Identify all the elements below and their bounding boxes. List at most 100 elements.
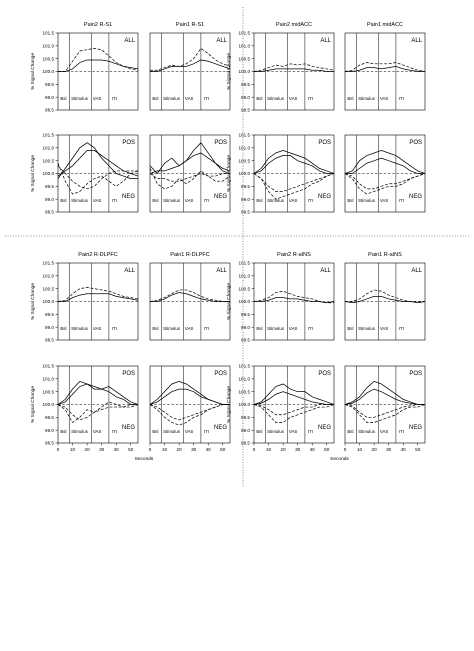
condition-label: POS <box>214 140 227 146</box>
series-line <box>253 383 335 405</box>
phase-label: Bsl <box>256 429 262 434</box>
y-tick-label: 100.0 <box>239 69 251 74</box>
y-tick-label: 100.5 <box>239 56 251 61</box>
phase-label: Bsl <box>60 429 66 434</box>
series-line <box>344 388 425 405</box>
panel-frame <box>344 32 426 111</box>
y-tick-label: 100.5 <box>239 389 251 394</box>
phase-label: Bsl <box>60 326 66 331</box>
phase-label: Stimulus <box>71 429 89 434</box>
panel-frame <box>344 262 426 341</box>
series-line <box>344 380 425 405</box>
series-line <box>253 150 335 174</box>
y-tick-label: 100.0 <box>43 69 55 74</box>
phase-label: VAS <box>289 198 298 203</box>
panel-frame <box>149 365 231 444</box>
condition-label: ALL <box>216 38 227 44</box>
y-tick-label: 100.0 <box>43 299 55 304</box>
x-tick-label: 0 <box>57 447 60 452</box>
condition-label: NEG <box>214 194 227 200</box>
y-tick-label: 99.0 <box>45 325 54 330</box>
y-tick-label: 99.5 <box>241 415 250 420</box>
y-tick-label: 101.5 <box>239 261 251 266</box>
condition-label: ALL <box>411 268 422 274</box>
phase-label: Bsl <box>152 326 158 331</box>
phase-label: ITI <box>308 326 313 331</box>
y-axis-label: % Signal Change <box>226 386 232 423</box>
series-line <box>58 293 139 302</box>
series-line <box>57 287 139 302</box>
phase-label: ITI <box>204 198 209 203</box>
panel-title: Pain1 midACC <box>367 22 403 28</box>
phase-label: Stimulus <box>358 96 376 101</box>
phase-label: Stimulus <box>267 96 285 101</box>
y-tick-label: 98.5 <box>241 108 250 113</box>
y-tick-label: 101.0 <box>239 43 251 48</box>
y-tick-label: 100.0 <box>43 402 55 407</box>
phase-label: Bsl <box>256 198 262 203</box>
panel-frame <box>149 134 231 213</box>
phase-label: VAS <box>380 326 389 331</box>
y-axis-label: % Signal Change <box>226 283 232 320</box>
series-line <box>149 388 230 405</box>
x-tick-label: 0 <box>253 447 256 452</box>
phase-label: VAS <box>289 429 298 434</box>
phase-label: VAS <box>380 429 389 434</box>
series-line <box>344 173 426 195</box>
x-tick-label: 10 <box>162 447 168 452</box>
y-tick-label: 101.0 <box>43 145 55 150</box>
phase-label: Stimulus <box>71 326 89 331</box>
x-tick-label: 40 <box>206 447 212 452</box>
series-line <box>57 380 139 405</box>
phase-label: Bsl <box>60 96 66 101</box>
x-tick-label: 10 <box>266 447 272 452</box>
series-line <box>57 142 138 180</box>
phase-label: ITI <box>112 326 117 331</box>
x-tick-label: 10 <box>70 447 76 452</box>
y-tick-label: 99.5 <box>241 184 250 189</box>
condition-label: POS <box>122 371 135 377</box>
x-tick-label: 20 <box>372 447 378 452</box>
phase-label: Stimulus <box>163 96 181 101</box>
series-line <box>149 404 230 421</box>
x-tick-label: 0 <box>149 447 152 452</box>
series-line <box>150 59 231 72</box>
x-axis-label: Seconds <box>135 456 154 462</box>
y-axis-label: % Signal Change <box>226 155 232 192</box>
y-tick-label: 101.5 <box>43 364 55 369</box>
series-line <box>345 289 425 302</box>
phase-label: ITI <box>204 96 209 101</box>
series-line <box>149 404 230 426</box>
series-line <box>57 150 139 177</box>
phase-label: ITI <box>204 429 209 434</box>
condition-label: POS <box>214 371 227 377</box>
y-tick-label: 100.5 <box>239 158 251 163</box>
y-tick-label: 99.5 <box>45 82 54 87</box>
series-line <box>58 48 139 72</box>
y-tick-label: 99.0 <box>241 95 250 100</box>
series-line <box>149 173 230 182</box>
y-tick-label: 101.5 <box>43 31 55 36</box>
condition-label: ALL <box>320 268 331 274</box>
x-tick-label: 0 <box>344 447 347 452</box>
series-line <box>150 47 231 71</box>
phase-label: ITI <box>112 429 117 434</box>
y-tick-label: 99.0 <box>45 95 54 100</box>
y-tick-label: 99.5 <box>241 82 250 87</box>
condition-label: POS <box>318 140 331 146</box>
y-tick-label: 101.0 <box>43 376 55 381</box>
panel-title: Pain2 R-aINS <box>277 252 311 258</box>
phase-label: Stimulus <box>71 198 89 203</box>
x-tick-label: 30 <box>386 447 392 452</box>
y-tick-label: 101.5 <box>43 133 55 138</box>
condition-label: ALL <box>411 38 422 44</box>
phase-label: Bsl <box>256 96 262 101</box>
series-line <box>253 404 335 423</box>
x-tick-label: 20 <box>281 447 287 452</box>
y-tick-label: 100.5 <box>43 389 55 394</box>
phase-label: VAS <box>185 198 194 203</box>
series-line <box>253 290 334 304</box>
phase-label: Stimulus <box>358 429 376 434</box>
phase-label: ITI <box>112 198 117 203</box>
